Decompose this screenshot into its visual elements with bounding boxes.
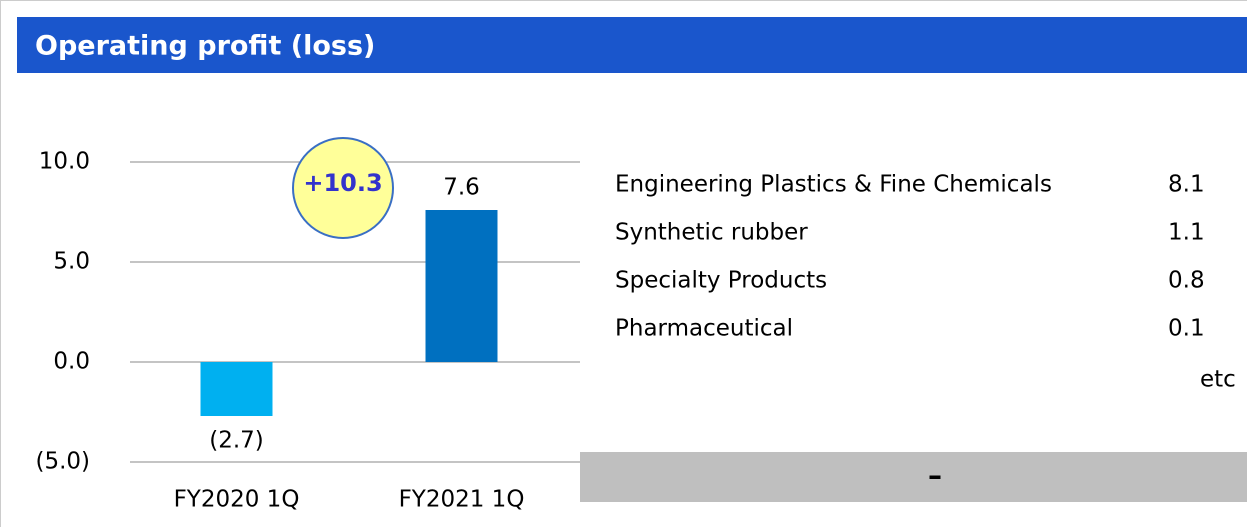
x-tick-label: FY2021 1Q (399, 487, 525, 513)
row-name: Specialty Products (615, 268, 827, 294)
summary-text: – (928, 459, 942, 492)
annotation: +10.3 (303, 169, 382, 197)
y-tick-label: (5.0) (35, 449, 90, 475)
row-name: Synthetic rubber (615, 220, 808, 246)
chart-title: Operating profit (loss) (35, 31, 375, 62)
header-band (17, 17, 1247, 73)
annotation-circle (292, 137, 394, 239)
row-value: 0.1 (1168, 316, 1205, 342)
row-name: Engineering Plastics & Fine Chemicals (615, 172, 1052, 198)
summary-bar (580, 452, 1247, 502)
row-name: Pharmaceutical (615, 316, 793, 342)
y-tick-label: 0.0 (53, 349, 90, 375)
data-label: 7.6 (443, 175, 480, 201)
data-label: (2.7) (209, 428, 264, 454)
row-value: 0.8 (1168, 268, 1205, 294)
row-value: 1.1 (1168, 220, 1205, 246)
x-tick-label: FY2020 1Q (174, 487, 300, 513)
bar (200, 362, 273, 416)
y-tick-label: 10.0 (39, 149, 90, 175)
bar (425, 210, 498, 362)
row-value: 8.1 (1168, 172, 1205, 198)
note: etc (1200, 367, 1236, 393)
y-tick-label: 5.0 (53, 249, 90, 275)
